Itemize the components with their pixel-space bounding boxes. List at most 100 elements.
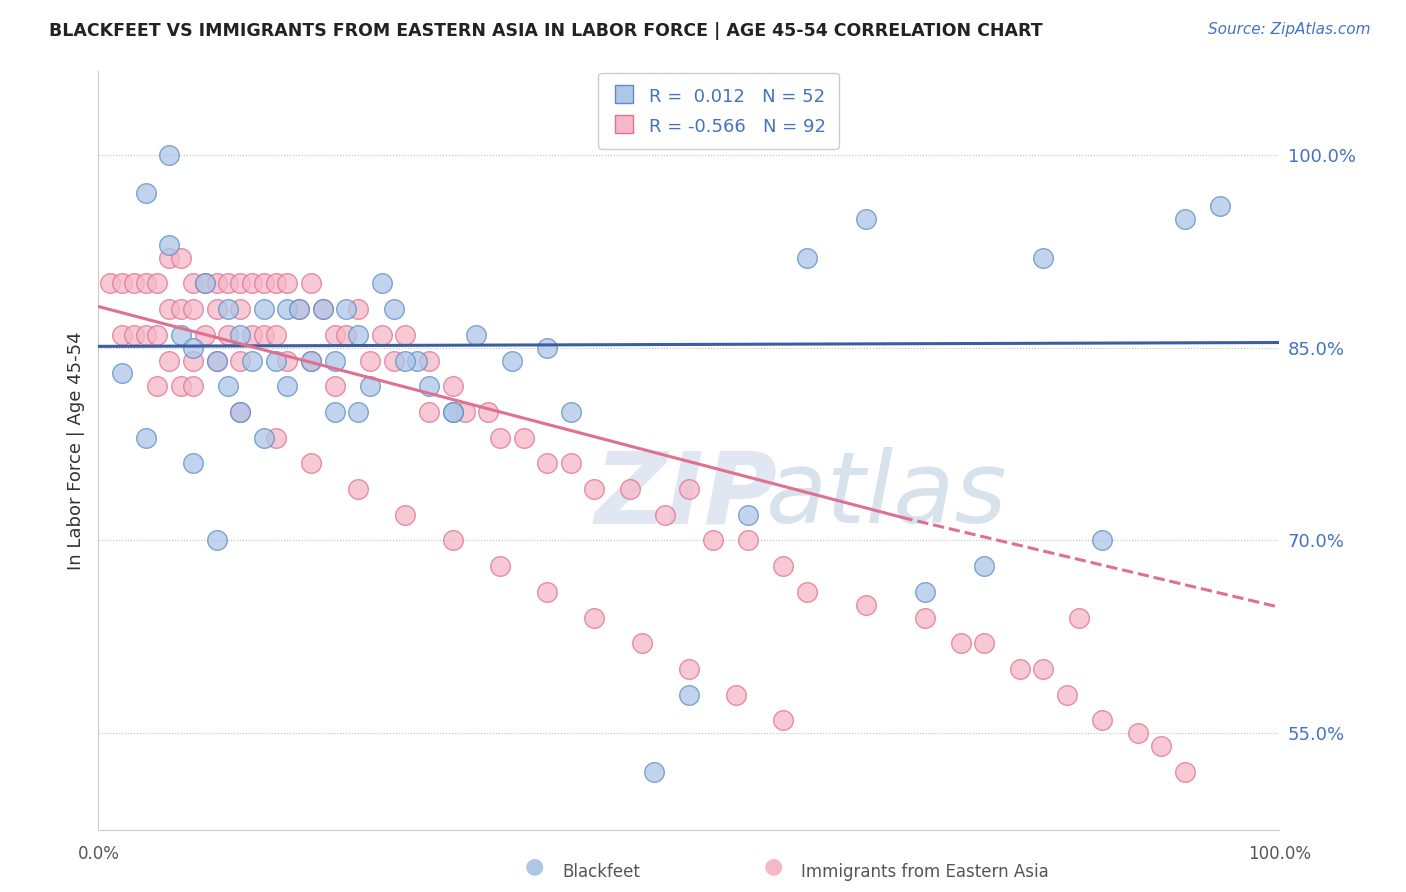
Point (347, 482, 370, 496)
Text: Blackfeet: Blackfeet (562, 863, 640, 881)
Point (312, 302, 335, 317)
Point (855, 598, 877, 612)
Point (1091, 533, 1114, 548)
Point (465, 327, 488, 342)
Point (181, 277, 204, 291)
Point (359, 353, 381, 368)
Point (229, 353, 252, 368)
Point (371, 277, 394, 291)
Point (264, 277, 287, 291)
Point (146, 327, 169, 342)
Point (157, 237, 180, 252)
Point (536, 341, 558, 355)
Text: ZIP: ZIP (595, 448, 778, 544)
Point (299, 353, 322, 368)
Point (737, 533, 759, 548)
Point (276, 353, 298, 368)
Point (229, 277, 252, 291)
Point (536, 456, 558, 470)
Point (394, 327, 416, 342)
Point (560, 405, 582, 419)
Text: Source: ZipAtlas.com: Source: ZipAtlas.com (1208, 22, 1371, 37)
Point (122, 327, 145, 342)
Text: BLACKFEET VS IMMIGRANTS FROM EASTERN ASIA IN LABOR FORCE | AGE 45-54 CORRELATION: BLACKFEET VS IMMIGRANTS FROM EASTERN ASI… (49, 22, 1043, 40)
Point (229, 327, 252, 342)
Point (146, 379, 169, 393)
Point (240, 277, 263, 291)
Point (347, 302, 370, 317)
Point (157, 302, 180, 317)
Point (253, 302, 276, 317)
Point (1067, 610, 1090, 624)
Point (299, 353, 322, 368)
Text: atlas: atlas (766, 448, 1007, 544)
Point (323, 379, 346, 393)
Point (583, 610, 606, 624)
Point (583, 482, 606, 496)
Point (312, 302, 335, 317)
Text: 100.0%: 100.0% (1249, 845, 1310, 863)
Point (796, 251, 818, 265)
Point (477, 405, 499, 419)
Point (181, 302, 204, 317)
Point (536, 584, 558, 599)
Point (1032, 662, 1054, 676)
Point (335, 302, 357, 317)
Point (1056, 688, 1078, 702)
Point (772, 559, 794, 574)
Point (217, 277, 239, 291)
Point (181, 456, 204, 470)
Point (194, 327, 217, 342)
Point (299, 277, 322, 291)
Point (229, 302, 252, 317)
Point (725, 688, 748, 702)
Point (181, 379, 204, 393)
Point (418, 405, 440, 419)
Point (157, 353, 180, 368)
Point (619, 482, 641, 496)
Point (453, 405, 475, 419)
Point (678, 662, 700, 676)
Point (501, 353, 523, 368)
Point (772, 714, 794, 728)
Point (335, 327, 357, 342)
Point (111, 277, 134, 291)
Point (299, 456, 322, 470)
Point (170, 327, 193, 342)
Point (253, 431, 276, 445)
Point (229, 405, 252, 419)
Text: 0.0%: 0.0% (77, 845, 120, 863)
Point (1174, 212, 1197, 227)
Point (111, 327, 134, 342)
Point (205, 302, 228, 317)
Text: Immigrants from Eastern Asia: Immigrants from Eastern Asia (801, 863, 1049, 881)
Point (181, 341, 204, 355)
Point (382, 353, 405, 368)
Point (276, 379, 298, 393)
Point (678, 482, 700, 496)
Point (217, 302, 239, 317)
Point (441, 405, 464, 419)
Point (914, 610, 936, 624)
Text: ●: ● (763, 856, 783, 876)
Y-axis label: In Labor Force | Age 45-54: In Labor Force | Age 45-54 (66, 331, 84, 570)
Point (441, 533, 464, 548)
Point (135, 186, 157, 201)
Point (441, 379, 464, 393)
Point (170, 251, 193, 265)
Point (418, 353, 440, 368)
Point (406, 353, 429, 368)
Point (240, 327, 263, 342)
Point (170, 302, 193, 317)
Point (643, 764, 665, 779)
Point (146, 277, 169, 291)
Point (276, 277, 298, 291)
Point (323, 353, 346, 368)
Point (949, 636, 972, 650)
Point (512, 431, 534, 445)
Point (205, 533, 228, 548)
Point (135, 277, 157, 291)
Point (253, 327, 276, 342)
Point (489, 431, 512, 445)
Text: ●: ● (524, 856, 544, 876)
